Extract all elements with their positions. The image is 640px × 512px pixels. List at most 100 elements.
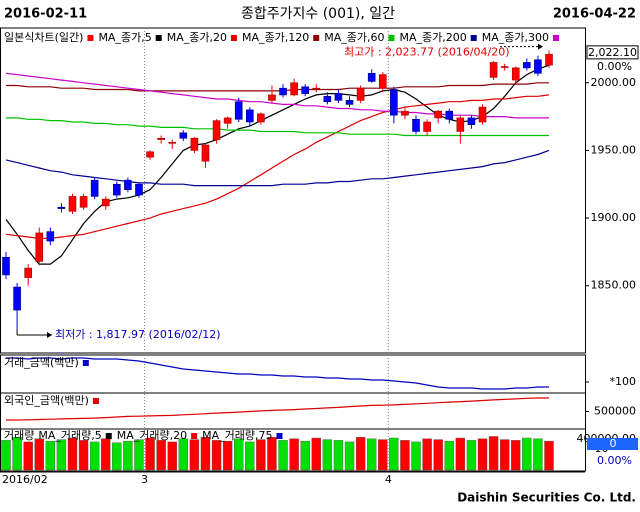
volume-bar xyxy=(222,440,233,471)
candle-body xyxy=(390,89,398,116)
ma-line xyxy=(5,94,550,239)
candle-body xyxy=(201,144,210,162)
candle-body xyxy=(279,87,287,96)
y-tick-label: 2000.00 xyxy=(591,76,637,89)
line xyxy=(6,357,549,390)
panel-frame xyxy=(0,428,586,472)
x-tick-label: 2016/02 xyxy=(2,473,48,486)
legend-label: MA_거래량,75 xyxy=(202,429,272,442)
volume-bar xyxy=(267,437,277,471)
candle-body xyxy=(179,132,188,139)
candle-body xyxy=(101,198,110,207)
y-tick-label: 500000 xyxy=(594,405,636,418)
candle-body xyxy=(135,183,143,196)
volume-bar xyxy=(123,440,133,471)
candle-body xyxy=(323,95,332,103)
volume-bar xyxy=(78,440,89,471)
y-tick-label: 1900.00 xyxy=(591,211,637,224)
chart-title: 종합주가지수 (001), 일간 xyxy=(241,6,395,22)
candle-body xyxy=(445,110,454,120)
candle-body xyxy=(423,121,431,132)
end-date: 2016-04-22 xyxy=(553,7,636,22)
volume-bar xyxy=(544,440,554,471)
volume-bar xyxy=(422,438,432,471)
candle-body xyxy=(46,231,55,242)
high-annotation: 최고가 : 2,023.77 (2016/04/20) xyxy=(344,46,510,59)
candle-body xyxy=(345,100,354,105)
candle-body xyxy=(79,196,88,208)
candle-body xyxy=(68,196,77,212)
arrow-head xyxy=(47,332,52,339)
chart-subtitle: 일본식차트(일간) xyxy=(4,30,83,44)
volume-bar xyxy=(300,440,310,471)
panel-title: 거래_금액(백만) xyxy=(4,356,79,369)
legend-swatch xyxy=(191,433,198,439)
panel-frame xyxy=(0,27,586,354)
candle-body xyxy=(2,256,10,276)
volume-bar xyxy=(477,438,488,471)
candle-body xyxy=(334,93,343,101)
panel-title: 거래량 xyxy=(4,429,34,442)
volume-bar xyxy=(466,440,477,471)
candle-body xyxy=(290,82,298,96)
legend-swatch xyxy=(230,35,237,41)
volume-bar xyxy=(433,439,443,471)
candle-body xyxy=(523,62,531,69)
legend-swatch xyxy=(105,433,112,439)
volume-bar xyxy=(355,437,366,471)
candle-body xyxy=(378,74,387,89)
volume-bar xyxy=(444,440,454,471)
volume-bar xyxy=(234,438,244,471)
candle-body xyxy=(245,109,254,123)
candle-body xyxy=(467,117,476,126)
volume-bar xyxy=(56,439,67,471)
candle-body xyxy=(456,117,465,132)
start-date: 2016-02-11 xyxy=(4,7,87,22)
candle-body xyxy=(168,141,177,144)
volume-bar xyxy=(178,438,189,471)
legend-swatch xyxy=(82,360,89,366)
legend-label: MA_거래량,5 xyxy=(38,429,101,442)
candle-body xyxy=(35,232,44,262)
line xyxy=(6,397,549,421)
ma-line xyxy=(6,117,549,137)
legend-swatch xyxy=(276,433,283,439)
candle-body xyxy=(24,267,32,278)
volume-bar xyxy=(322,439,333,471)
volume-bar xyxy=(89,441,100,471)
volume-bar xyxy=(333,440,344,471)
candle-body xyxy=(478,106,487,123)
volume-bar xyxy=(34,438,44,471)
volume-bar xyxy=(289,438,299,471)
side-value: 0 xyxy=(610,437,617,450)
legend-swatch xyxy=(388,35,395,41)
volume-bar xyxy=(533,438,543,471)
volume-bar xyxy=(112,442,122,471)
volume-bar xyxy=(511,440,521,471)
ma-line xyxy=(6,82,549,92)
volume-bar xyxy=(211,440,222,471)
volume-bar xyxy=(400,440,410,471)
candle-body xyxy=(13,286,21,311)
candle-body xyxy=(57,206,66,209)
candle-body xyxy=(223,117,232,124)
last-price: 2,022.10 xyxy=(588,46,637,59)
candle-body xyxy=(412,118,420,132)
legend-label: MA_종가,60 xyxy=(324,31,384,44)
ma-line xyxy=(5,72,549,119)
volume-bar xyxy=(167,441,177,471)
value-box xyxy=(587,438,638,450)
candle-body xyxy=(190,137,199,151)
legend-label: MA_종가,20 xyxy=(167,31,227,44)
volume-bar xyxy=(344,441,355,471)
x-tick-label: 4 xyxy=(385,473,392,486)
legend-label: MA_종가,200 xyxy=(399,31,466,44)
candle-body xyxy=(124,179,132,190)
side-change: 0.00% xyxy=(597,454,632,467)
volume-bar xyxy=(23,441,33,471)
candle-body xyxy=(367,72,376,82)
ma-line xyxy=(5,149,550,187)
volume-bar xyxy=(245,441,255,471)
legend-label: MA_종가,120 xyxy=(242,31,309,44)
